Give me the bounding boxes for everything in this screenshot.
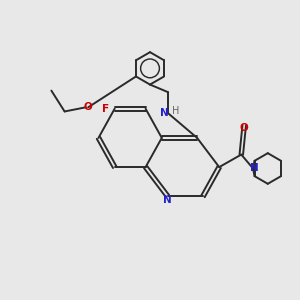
Text: N: N: [163, 195, 172, 205]
Text: O: O: [240, 123, 249, 133]
Text: N: N: [250, 164, 259, 173]
Text: O: O: [84, 102, 92, 112]
Text: H: H: [172, 106, 180, 116]
Text: F: F: [102, 104, 109, 114]
Text: N: N: [160, 108, 169, 118]
